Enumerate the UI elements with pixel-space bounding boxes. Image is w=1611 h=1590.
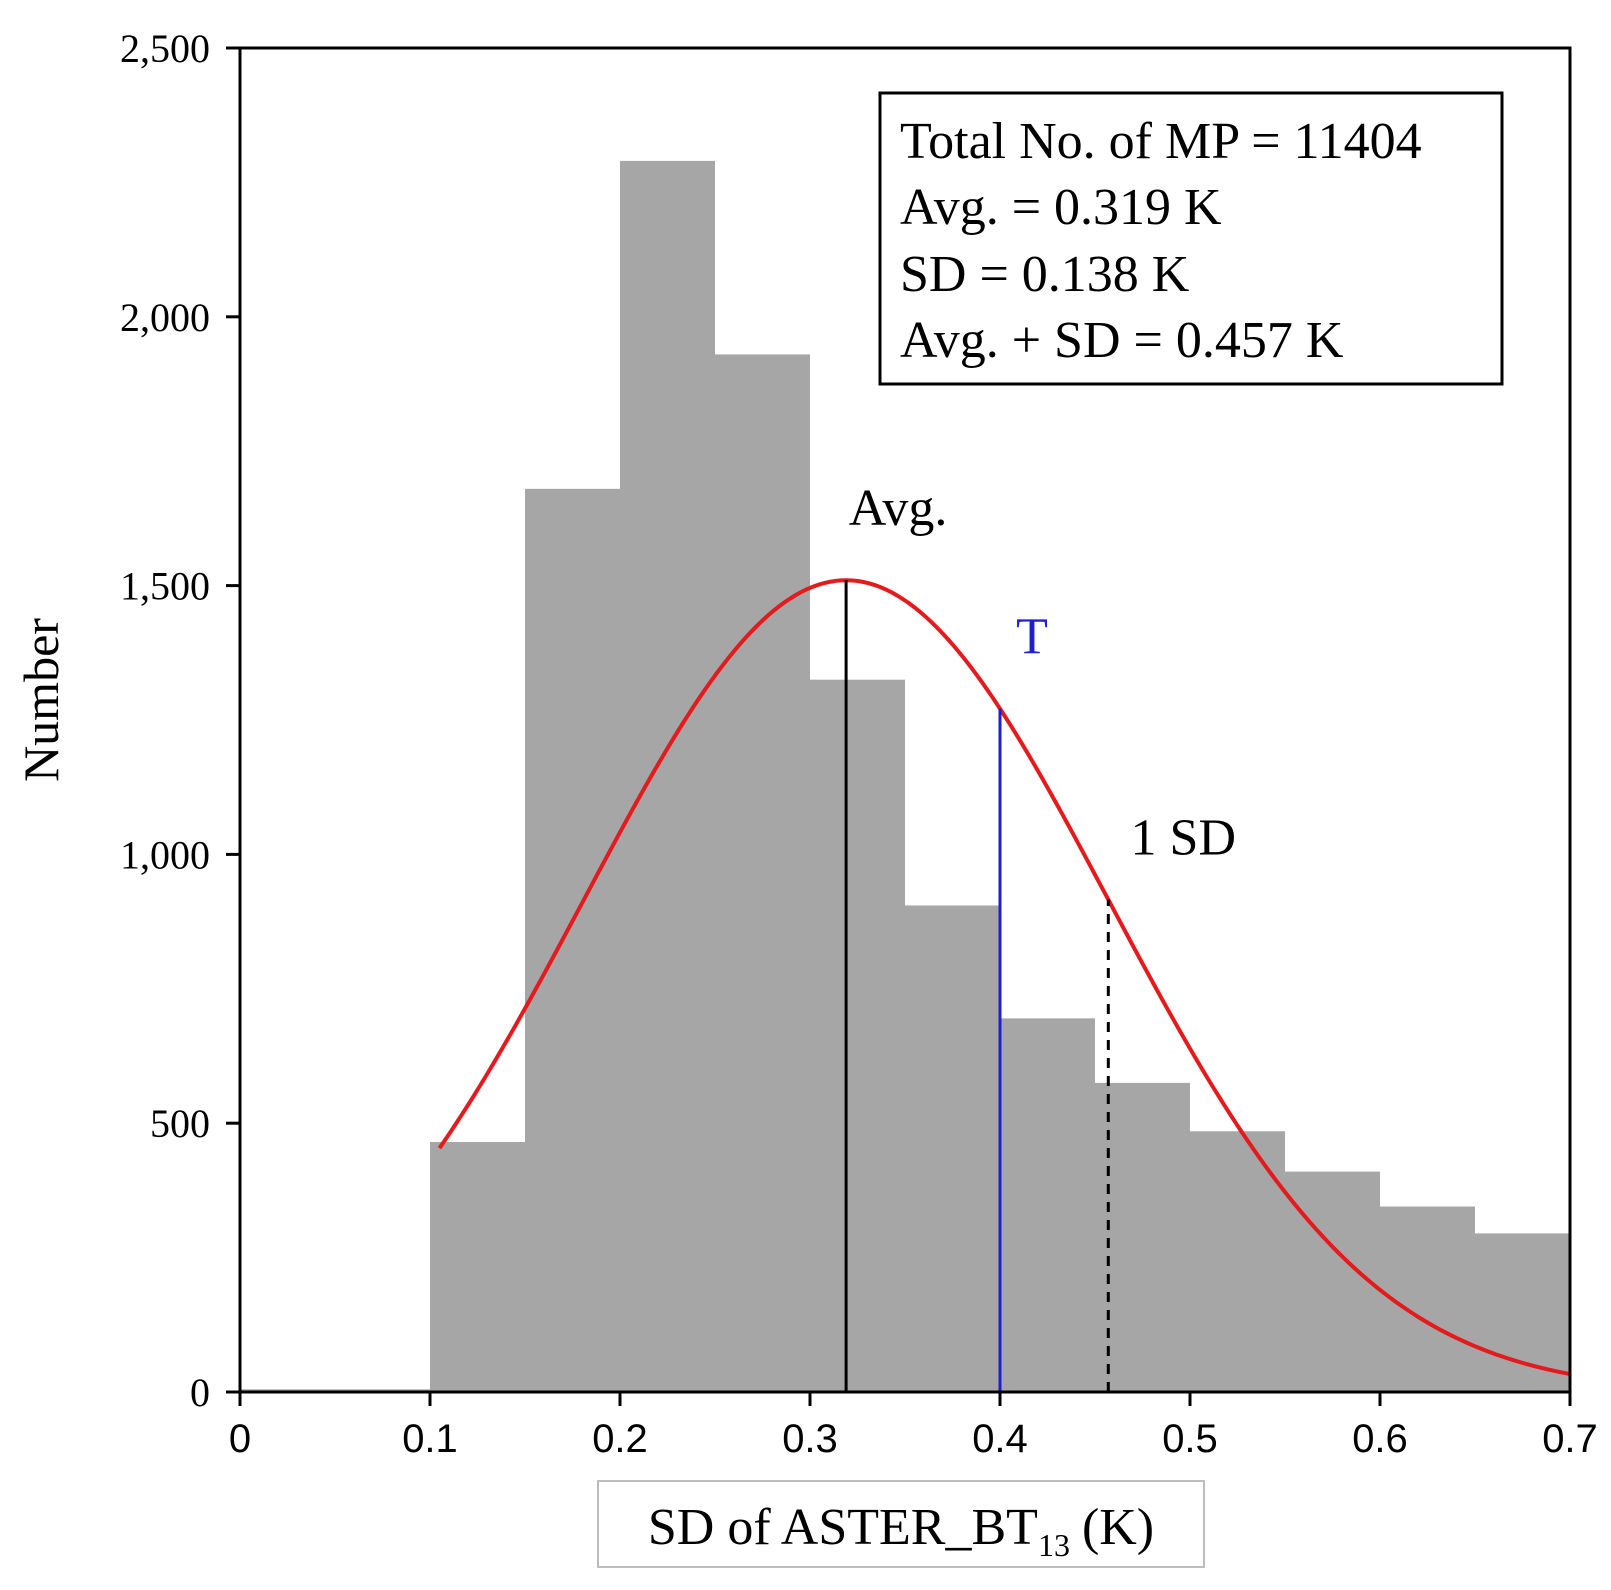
histogram-bar [1475,1233,1570,1392]
histogram-bar [1285,1171,1380,1392]
plot-frame [238,46,1572,1394]
y-axis-label: Number [13,618,69,782]
histogram-bar [1000,1018,1095,1392]
histogram-bar [430,1142,525,1392]
stats-sd: SD = 0.138 K [900,246,1190,303]
y-axis-ticks: 0 500 1,000 1,500 2,000 2,500 [120,26,240,1415]
stats-legend-box: Total No. of MP = 11404 Avg. = 0.319 K S… [878,91,1504,386]
normal-distribution-curve [437,578,1571,1377]
x-tick-label: 0.7 [1542,1417,1598,1461]
histogram-bars [240,160,1570,1392]
x-axis-label-main: SD of ASTER_BT [648,1499,1038,1556]
histogram-bar [1380,1206,1475,1392]
histogram-bar [810,679,905,1392]
histogram-bar [1190,1131,1285,1392]
y-tick-label: 0 [190,1370,210,1415]
histogram-bar [1095,1082,1190,1392]
x-axis-label-box: SD of ASTER_BT13 (K) [597,1480,1205,1568]
y-tick-label: 2,000 [120,295,210,340]
vertical-marker-lines [844,580,1110,1392]
avg-label: Avg. [849,480,948,537]
y-tick-label: 2,500 [120,26,210,71]
x-tick-label: 0.2 [592,1417,648,1461]
one-sd-label: 1 SD [1131,810,1236,867]
vertical-line-labels: Avg. T 1 SD [849,480,1236,866]
stats-average: Avg. = 0.319 K [900,179,1222,236]
normal-curve-layer [437,578,1571,1377]
histogram-bar [715,354,810,1392]
y-tick-label: 1,500 [120,564,210,609]
threshold-label: T [1016,609,1048,666]
x-axis-label-subscript: 13 [1038,1527,1070,1563]
stats-avg-plus-sd: Avg. + SD = 0.457 K [900,312,1344,369]
histogram-bar [525,488,620,1392]
histogram-bar [905,905,1000,1392]
stats-total-count: Total No. of MP = 11404 [900,113,1422,170]
y-tick-label: 500 [150,1101,210,1146]
x-tick-label: 0 [229,1417,251,1461]
x-axis-ticks: 0 0.1 0.2 0.3 0.4 0.5 0.6 0.7 [229,1392,1598,1461]
y-tick-label: 1,000 [120,832,210,877]
x-tick-label: 0.6 [1352,1417,1408,1461]
x-tick-label: 0.1 [402,1417,458,1461]
x-tick-label: 0.4 [972,1417,1028,1461]
x-tick-label: 0.3 [782,1417,838,1461]
x-axis-label: SD of ASTER_BT13 (K) [648,1499,1154,1563]
x-tick-label: 0.5 [1162,1417,1218,1461]
x-axis-label-unit: (K) [1082,1499,1154,1556]
histogram-bar [620,160,715,1392]
